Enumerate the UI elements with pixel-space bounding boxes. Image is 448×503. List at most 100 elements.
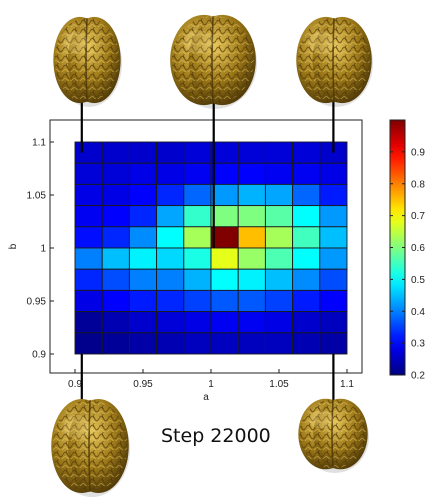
heatmap-cell: [128, 289, 158, 313]
y-tick-label: 1.1: [32, 138, 46, 149]
heatmap-cell: [264, 332, 294, 355]
heatmap-cell: [156, 268, 185, 291]
heatmap-cell: [237, 226, 266, 249]
heatmap-cell: [264, 205, 294, 228]
heatmap-cell: [319, 162, 348, 185]
brain-render-top-left: [53, 16, 122, 107]
heatmap-cell: [292, 141, 321, 164]
brain-highlight: [309, 410, 333, 429]
y-tick-label: 0.95: [27, 297, 47, 308]
heatmap-cell: [156, 332, 185, 355]
heatmap-cell: [292, 183, 321, 207]
y-axis-ticks: 0.9 0.95 1 1.05 1.1: [27, 138, 54, 361]
brain-folds: [299, 399, 367, 469]
heatmap-cell: [210, 289, 239, 313]
heatmap-cell: [319, 311, 348, 334]
heatmap-cell: [128, 226, 158, 249]
x-tick-label: 1.1: [340, 379, 354, 390]
heatmap-cell: [183, 311, 212, 334]
colorbar-ticks: 0.2 0.3 0.4 0.5 0.6 0.7 0.8 0.9: [390, 147, 425, 382]
heatmap-cell: [183, 332, 212, 355]
heatmap-cell: [210, 332, 239, 355]
heatmap-cell: [128, 311, 158, 334]
heatmap-cell: [292, 268, 321, 291]
heatmap-cell: [292, 311, 321, 334]
heatmap-cell: [183, 162, 212, 185]
heatmap-cell: [237, 289, 266, 313]
heatmap-cell: [128, 332, 158, 355]
heatmap-cell: [210, 183, 239, 207]
heatmap-cell: [264, 226, 294, 249]
heatmap-cell: [156, 226, 185, 249]
heatmap-cell: [128, 268, 158, 291]
callout-lines: [80, 100, 335, 402]
heatmap-cell: [292, 205, 321, 228]
brain-folds: [52, 399, 128, 493]
heatmap-cell: [210, 247, 239, 270]
heatmap-cell: [237, 141, 266, 164]
x-tick-label: 0.9: [68, 379, 82, 390]
colorbar-tick-label: 0.3: [411, 339, 425, 350]
brain-renders: [51, 14, 373, 497]
heatmap-cell: [101, 162, 130, 185]
heatmap-cell: [74, 332, 103, 355]
heatmap-cell: [183, 247, 212, 270]
colorbar-tick-label: 0.9: [411, 147, 425, 158]
heatmap-cell: [292, 226, 321, 249]
heatmap-cell: [319, 183, 348, 207]
heatmap-cell: [128, 247, 158, 270]
heatmap-cell: [319, 289, 348, 313]
heatmap-cell: [183, 141, 212, 164]
brain-folds: [54, 17, 120, 103]
heatmap-cell: [74, 183, 103, 207]
heatmap-cell: [156, 183, 185, 207]
heatmap-cell: [292, 162, 321, 185]
brain-fissure: [85, 18, 88, 102]
heatmap-cell: [74, 162, 103, 185]
heatmap-cell: [183, 226, 212, 249]
heatmap-cell: [237, 247, 266, 270]
heatmap-cell: [264, 183, 294, 207]
heatmap-cell: [210, 141, 239, 164]
x-tick-label: 0.95: [133, 379, 153, 390]
heatmap-cell: [101, 289, 130, 313]
heatmap-cell: [264, 268, 294, 291]
heatmap-cell: [210, 268, 239, 291]
heatmap-cell: [210, 205, 239, 228]
x-axis-ticks: 0.9 0.95 1 1.05 1.1: [68, 369, 354, 390]
heatmap-cell: [210, 311, 239, 334]
heatmap-cell: [183, 183, 212, 207]
heatmap-cell: [237, 183, 266, 207]
heatmap-cell: [74, 226, 103, 249]
colorbar-tick-label: 0.6: [411, 243, 425, 254]
x-axis-label: a: [203, 392, 209, 403]
heatmap-cell: [237, 268, 266, 291]
heatmap: [74, 141, 348, 355]
heatmap-cell: [292, 332, 321, 355]
heatmap-cell: [156, 141, 185, 164]
heatmap-cell: [319, 205, 348, 228]
heatmap-cell: [264, 247, 294, 270]
x-tick-label: 1: [208, 379, 214, 390]
heatmap-cell: [101, 268, 130, 291]
heatmap-cell: [74, 268, 103, 291]
heatmap-cell: [128, 183, 158, 207]
colorbar-tick-label: 0.2: [411, 371, 425, 382]
heatmap-cell: [183, 289, 212, 313]
heatmap-cell: [128, 205, 158, 228]
y-tick-label: 1.05: [27, 191, 47, 202]
brain-render-bottom-left: [51, 398, 130, 497]
brain-fissure: [211, 16, 214, 104]
brain-highlight: [63, 31, 87, 54]
brain-fissure: [331, 399, 334, 469]
y-axis-label: b: [8, 243, 19, 249]
heatmap-cell: [210, 162, 239, 185]
heatmap-cell: [156, 205, 185, 228]
heatmap-cell: [264, 311, 294, 334]
heatmap-cell: [156, 247, 185, 270]
heatmap-cell: [128, 162, 158, 185]
brain-folds: [297, 17, 371, 103]
heatmap-cell: [292, 247, 321, 270]
colorbar-tick-label: 0.5: [411, 275, 425, 286]
heatmap-cell: [74, 289, 103, 313]
